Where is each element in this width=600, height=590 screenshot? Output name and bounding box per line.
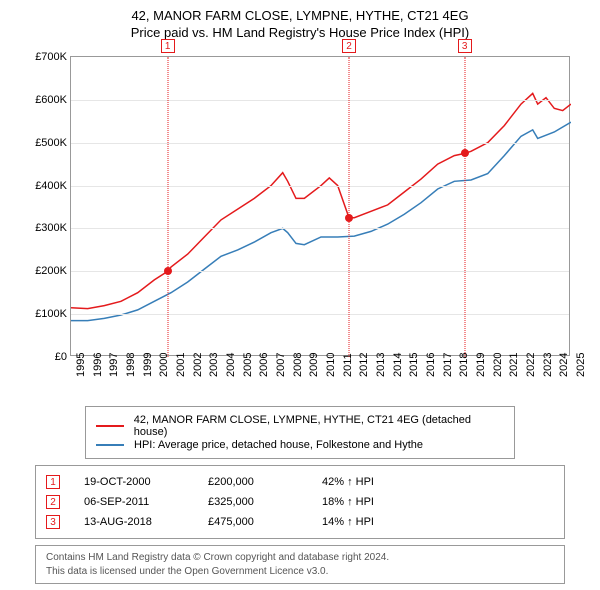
y-tick-label: £100K [23, 308, 67, 320]
x-tick-label: 2000 [158, 353, 170, 377]
x-tick-label: 1997 [108, 353, 120, 377]
event-dot [461, 149, 469, 157]
plot: £0£100K£200K£300K£400K£500K£600K£700K199… [70, 56, 570, 356]
chart-container: 42, MANOR FARM CLOSE, LYMPNE, HYTHE, CT2… [0, 0, 600, 590]
y-tick-label: £300K [23, 222, 67, 234]
y-tick-label: £400K [23, 180, 67, 192]
legend-label: 42, MANOR FARM CLOSE, LYMPNE, HYTHE, CT2… [134, 414, 504, 438]
x-tick-label: 2003 [208, 353, 220, 377]
y-tick-label: £600K [23, 94, 67, 106]
legend-item: HPI: Average price, detached house, Folk… [96, 439, 504, 451]
x-tick-label: 2016 [425, 353, 437, 377]
chart-title: 42, MANOR FARM CLOSE, LYMPNE, HYTHE, CT2… [20, 8, 580, 23]
x-tick-label: 2006 [258, 353, 270, 377]
x-tick-label: 2001 [175, 353, 187, 377]
footer-line2: This data is licensed under the Open Gov… [46, 565, 554, 579]
x-tick-label: 1996 [92, 353, 104, 377]
events-table: 1 19-OCT-2000 £200,000 42% ↑ HPI 2 06-SEP-201… [35, 465, 565, 539]
x-tick-label: 2010 [325, 353, 337, 377]
x-tick-label: 2002 [192, 353, 204, 377]
event-marker-box: 2 [342, 39, 356, 53]
x-tick-label: 2022 [525, 353, 537, 377]
x-tick-label: 2024 [558, 353, 570, 377]
series-hpi [71, 122, 571, 321]
event-marker-box: 1 [161, 39, 175, 53]
x-tick-label: 2021 [508, 353, 520, 377]
y-tick-label: £700K [23, 51, 67, 63]
x-tick-label: 2020 [492, 353, 504, 377]
event-price: £325,000 [208, 496, 298, 508]
x-tick-label: 2007 [275, 353, 287, 377]
legend-swatch [96, 425, 124, 427]
event-vline [349, 57, 350, 357]
y-tick-label: £500K [23, 137, 67, 149]
chart-subtitle: Price paid vs. HM Land Registry's House … [20, 25, 580, 40]
event-idx-box: 3 [46, 515, 60, 529]
x-tick-label: 1998 [125, 353, 137, 377]
x-tick-label: 2013 [375, 353, 387, 377]
legend-label: HPI: Average price, detached house, Folk… [134, 439, 423, 451]
event-pct: 42% ↑ HPI [322, 476, 432, 488]
legend-swatch [96, 444, 124, 446]
event-date: 19-OCT-2000 [84, 476, 184, 488]
event-pct: 18% ↑ HPI [322, 496, 432, 508]
event-dot [164, 267, 172, 275]
y-tick-label: £0 [23, 351, 67, 363]
x-tick-label: 2017 [442, 353, 454, 377]
x-tick-label: 2025 [575, 353, 587, 377]
x-tick-label: 2008 [292, 353, 304, 377]
legend: 42, MANOR FARM CLOSE, LYMPNE, HYTHE, CT2… [85, 406, 515, 459]
event-dot [345, 214, 353, 222]
event-idx-box: 2 [46, 495, 60, 509]
event-marker-box: 3 [458, 39, 472, 53]
event-idx-box: 1 [46, 475, 60, 489]
x-tick-label: 2015 [408, 353, 420, 377]
event-vline [167, 57, 168, 357]
footer-line1: Contains HM Land Registry data © Crown c… [46, 551, 554, 565]
event-row: 2 06-SEP-2011 £325,000 18% ↑ HPI [46, 492, 554, 512]
event-row: 1 19-OCT-2000 £200,000 42% ↑ HPI [46, 472, 554, 492]
event-price: £475,000 [208, 516, 298, 528]
x-tick-label: 2019 [475, 353, 487, 377]
x-tick-label: 1995 [75, 353, 87, 377]
series-property [71, 93, 571, 308]
x-tick-label: 2005 [242, 353, 254, 377]
event-row: 3 13-AUG-2018 £475,000 14% ↑ HPI [46, 512, 554, 532]
x-tick-label: 2014 [392, 353, 404, 377]
event-date: 13-AUG-2018 [84, 516, 184, 528]
legend-item: 42, MANOR FARM CLOSE, LYMPNE, HYTHE, CT2… [96, 414, 504, 438]
x-tick-label: 2009 [308, 353, 320, 377]
event-price: £200,000 [208, 476, 298, 488]
y-tick-label: £200K [23, 265, 67, 277]
x-tick-label: 2023 [542, 353, 554, 377]
x-tick-label: 2004 [225, 353, 237, 377]
chart-area: £0 £100K £200K £300K £400K £500K £600K £700K 199… [20, 46, 580, 406]
line-series [71, 57, 571, 357]
event-date: 06-SEP-2011 [84, 496, 184, 508]
event-vline [464, 57, 465, 357]
x-tick-label: 1999 [142, 353, 154, 377]
event-pct: 14% ↑ HPI [322, 516, 432, 528]
footer-attribution: Contains HM Land Registry data © Crown c… [35, 545, 565, 584]
x-tick-label: 2012 [358, 353, 370, 377]
